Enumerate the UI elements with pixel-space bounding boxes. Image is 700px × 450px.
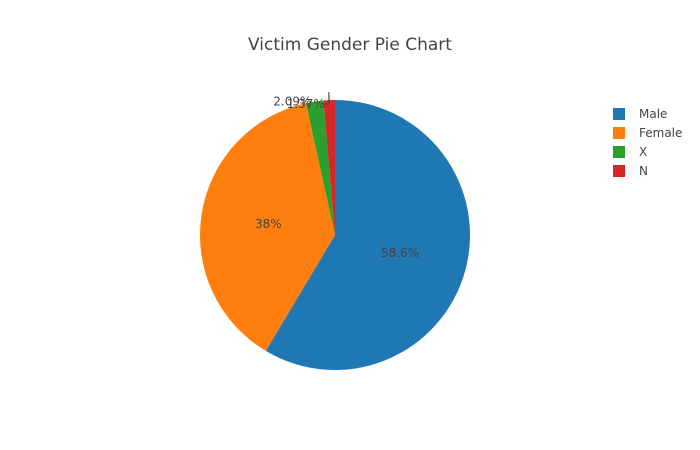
pie-slice-n: [323, 100, 335, 235]
legend-swatch-n: [613, 165, 625, 177]
slice-label-male: 58.6%: [381, 246, 419, 260]
legend-item-male[interactable]: Male: [613, 107, 667, 121]
legend-item-n[interactable]: N: [613, 164, 648, 178]
slice-label-x: 2.09%: [273, 95, 311, 109]
legend-label-female: Female: [639, 126, 682, 140]
slice-label-female: 38%: [255, 217, 282, 231]
chart-title: Victim Gender Pie Chart: [248, 35, 452, 55]
legend-label-x: X: [639, 145, 647, 159]
legend-item-female[interactable]: Female: [613, 126, 682, 140]
pie-slice-male: [265, 100, 470, 371]
leader-line-n: [324, 92, 330, 105]
pie-slice-x: [305, 100, 335, 236]
legend-swatch-x: [613, 146, 625, 158]
legend-label-n: N: [639, 164, 648, 178]
legend-label-male: Male: [639, 107, 667, 121]
pie-slice-female: [199, 103, 335, 351]
slice-label-n: 1.37%: [287, 97, 325, 111]
legend-swatch-male: [613, 108, 625, 120]
pie-slice-labels: 58.6% 38% 2.09%1.37%: [255, 92, 419, 260]
pie-slices: [199, 100, 470, 371]
legend-swatch-female: [613, 127, 625, 139]
legend: Male Female XN: [613, 107, 682, 178]
legend-item-x[interactable]: X: [613, 145, 647, 159]
